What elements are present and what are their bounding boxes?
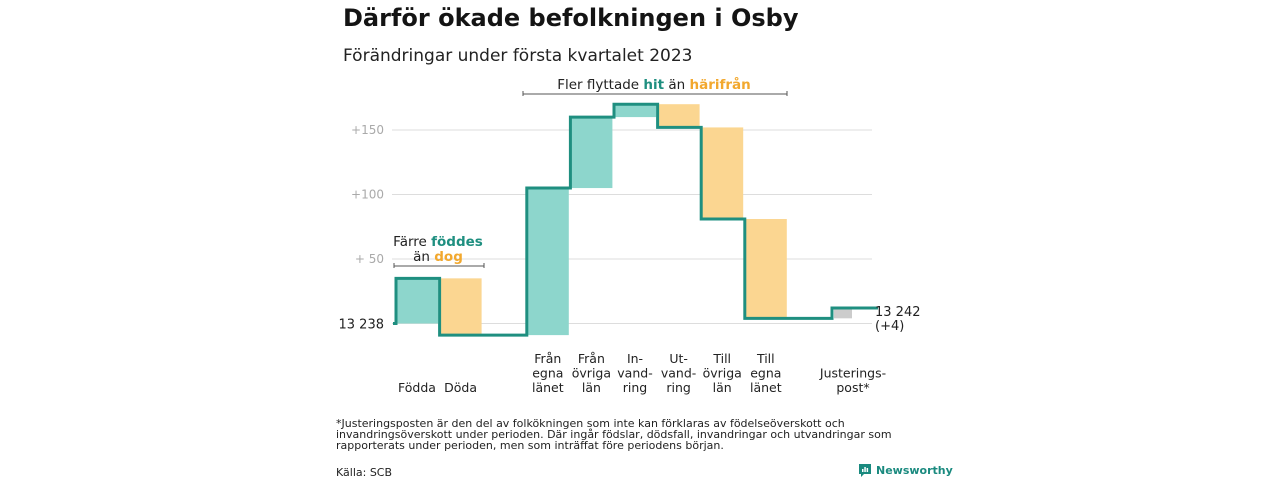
source-label: Källa: SCB [336, 466, 393, 479]
waterfall-bar [614, 104, 656, 118]
annotation-births-deaths: än dog [413, 249, 463, 265]
waterfall-bar [396, 278, 438, 324]
x-category-label: Från egna länet [532, 351, 564, 395]
start-value-label: 13 238 [339, 318, 385, 333]
x-category-label: Till övriga län [703, 351, 742, 395]
waterfall-bar [657, 104, 700, 128]
waterfall-bar [526, 188, 569, 336]
waterfall-step-line [393, 102, 878, 337]
x-category-label: Till egna länet [750, 351, 782, 395]
annotation-births-deaths: Färre föddes [393, 234, 483, 250]
x-category-label: Justerings-post* [819, 366, 886, 396]
x-category-label: Från övriga län [572, 351, 611, 395]
y-tick-label: +150 [351, 123, 384, 137]
brand-logo[interactable]: Newsworthy [859, 464, 953, 477]
waterfall-bar [834, 308, 852, 319]
waterfall-bar [701, 127, 744, 220]
chart-subtitle: Förändringar under första kvartalet 2023 [343, 46, 693, 66]
x-category-label: Döda [444, 380, 477, 395]
x-category-label: In-vand-ring [617, 351, 652, 395]
x-category-label: Födda [398, 380, 436, 395]
y-tick-label: +100 [351, 188, 384, 202]
waterfall-bar [439, 278, 482, 336]
end-change-label: (+4) [875, 319, 904, 334]
annotation-bracket [522, 91, 788, 96]
newsworthy-logo-icon [859, 464, 871, 477]
chart-title: Därför ökade befolkningen i Osby [343, 4, 799, 32]
x-category-label: Ut-vand-ring [661, 351, 696, 395]
y-tick-label: + 50 [355, 252, 384, 266]
brand-name: Newsworthy [876, 464, 953, 477]
end-value-label: 13 242 [875, 305, 921, 320]
annotation-migration: Fler flyttade hit än härifrån [557, 76, 751, 93]
annotation-bracket [393, 263, 485, 268]
waterfall-bar [744, 219, 787, 319]
footnote: *Justeringsposten är den del av folkökni… [336, 417, 892, 452]
waterfall-bar [570, 117, 613, 189]
